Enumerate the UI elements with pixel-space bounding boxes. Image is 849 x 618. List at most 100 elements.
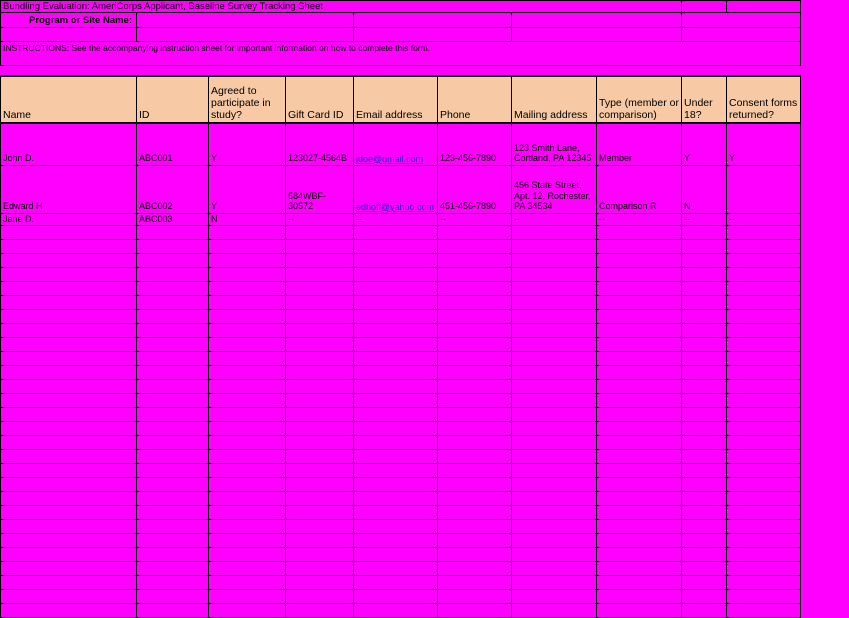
cell-empty[interactable] [682, 534, 727, 548]
cell-empty[interactable] [354, 338, 438, 352]
cell-empty[interactable] [597, 324, 682, 338]
cell-empty[interactable] [682, 380, 727, 394]
cell-empty[interactable] [209, 464, 286, 478]
cell-empty[interactable] [137, 226, 209, 240]
cell-empty[interactable] [137, 366, 209, 380]
cell-empty[interactable] [1, 562, 137, 576]
cell-empty[interactable] [682, 422, 727, 436]
cell-empty[interactable] [438, 352, 512, 366]
cell-empty[interactable] [438, 226, 512, 240]
cell-empty[interactable] [1, 366, 137, 380]
cell-empty[interactable] [597, 282, 682, 296]
cell-empty[interactable] [209, 408, 286, 422]
cell-id[interactable]: ABC001 [137, 123, 209, 165]
cell-empty[interactable] [1, 450, 137, 464]
cell-empty[interactable] [286, 366, 354, 380]
cell-empty[interactable] [286, 240, 354, 254]
cell-empty[interactable] [597, 450, 682, 464]
cell-empty[interactable] [438, 324, 512, 338]
cell-empty[interactable] [512, 562, 597, 576]
cell-empty[interactable] [727, 492, 801, 506]
cell-empty[interactable] [354, 422, 438, 436]
cell-empty[interactable] [438, 534, 512, 548]
cell-empty[interactable] [597, 548, 682, 562]
cell-empty[interactable] [354, 240, 438, 254]
cell-empty[interactable] [354, 548, 438, 562]
cell-empty[interactable] [512, 352, 597, 366]
cell-email[interactable]: jdoe@gmail.com [354, 123, 438, 165]
cell-empty[interactable] [512, 408, 597, 422]
cell-empty[interactable] [597, 604, 682, 618]
cell-empty[interactable] [286, 338, 354, 352]
cell-empty[interactable] [438, 310, 512, 324]
cell-empty[interactable] [597, 464, 682, 478]
cell-empty[interactable] [209, 450, 286, 464]
cell-empty[interactable] [286, 352, 354, 366]
cell-empty[interactable] [512, 268, 597, 282]
cell-empty[interactable] [209, 422, 286, 436]
cell-id[interactable]: ABC003 [137, 213, 209, 226]
program-name-pad-1[interactable] [354, 13, 512, 28]
cell-empty[interactable] [137, 464, 209, 478]
cell-empty[interactable] [1, 604, 137, 618]
cell-empty[interactable] [137, 604, 209, 618]
cell-empty[interactable] [682, 436, 727, 450]
program-name-pad-3[interactable] [682, 13, 801, 28]
cell-empty[interactable] [209, 520, 286, 534]
cell-empty[interactable] [597, 492, 682, 506]
cell-empty[interactable] [286, 520, 354, 534]
cell-empty[interactable] [727, 534, 801, 548]
cell-empty[interactable] [137, 436, 209, 450]
cell-empty[interactable] [512, 436, 597, 450]
cell-empty[interactable] [137, 450, 209, 464]
cell-empty[interactable] [597, 268, 682, 282]
cell-empty[interactable] [209, 324, 286, 338]
cell-empty[interactable] [1, 422, 137, 436]
cell-empty[interactable] [727, 254, 801, 268]
cell-empty[interactable] [682, 604, 727, 618]
cell-empty[interactable] [286, 548, 354, 562]
cell-empty[interactable] [682, 506, 727, 520]
cell-empty[interactable] [354, 226, 438, 240]
cell-empty[interactable] [512, 576, 597, 590]
cell-empty[interactable] [354, 492, 438, 506]
cell-name[interactable]: Jane D. [1, 213, 137, 226]
cell-empty[interactable] [1, 338, 137, 352]
cell-empty[interactable] [438, 282, 512, 296]
cell-empty[interactable] [354, 604, 438, 618]
cell-empty[interactable] [597, 394, 682, 408]
cell-empty[interactable] [597, 408, 682, 422]
cell-empty[interactable] [1, 534, 137, 548]
cell-empty[interactable] [682, 576, 727, 590]
cell-empty[interactable] [727, 282, 801, 296]
cell-empty[interactable] [209, 254, 286, 268]
cell-empty[interactable] [209, 268, 286, 282]
cell-empty[interactable] [286, 226, 354, 240]
cell-empty[interactable] [682, 310, 727, 324]
cell-empty[interactable] [286, 254, 354, 268]
cell-empty[interactable] [682, 226, 727, 240]
cell-empty[interactable] [727, 310, 801, 324]
cell-empty[interactable] [727, 548, 801, 562]
cell-empty[interactable] [1, 324, 137, 338]
cell-empty[interactable] [682, 408, 727, 422]
cell-empty[interactable] [438, 506, 512, 520]
cell-empty[interactable] [597, 226, 682, 240]
cell-empty[interactable] [438, 436, 512, 450]
cell-empty[interactable] [682, 450, 727, 464]
cell-empty[interactable] [512, 338, 597, 352]
cell-type[interactable]: Comparison R [597, 165, 682, 213]
column-header-type[interactable]: Type (member or comparison) [597, 76, 682, 123]
cell-empty[interactable] [597, 240, 682, 254]
cell-empty[interactable] [286, 408, 354, 422]
cell-empty[interactable] [682, 464, 727, 478]
cell-empty[interactable] [727, 296, 801, 310]
cell-empty[interactable] [137, 520, 209, 534]
cell-empty[interactable] [354, 520, 438, 534]
cell-empty[interactable] [209, 352, 286, 366]
cell-empty[interactable] [512, 324, 597, 338]
cell-empty[interactable] [137, 352, 209, 366]
cell-empty[interactable] [209, 576, 286, 590]
cell-empty[interactable] [286, 576, 354, 590]
cell-empty[interactable] [354, 352, 438, 366]
